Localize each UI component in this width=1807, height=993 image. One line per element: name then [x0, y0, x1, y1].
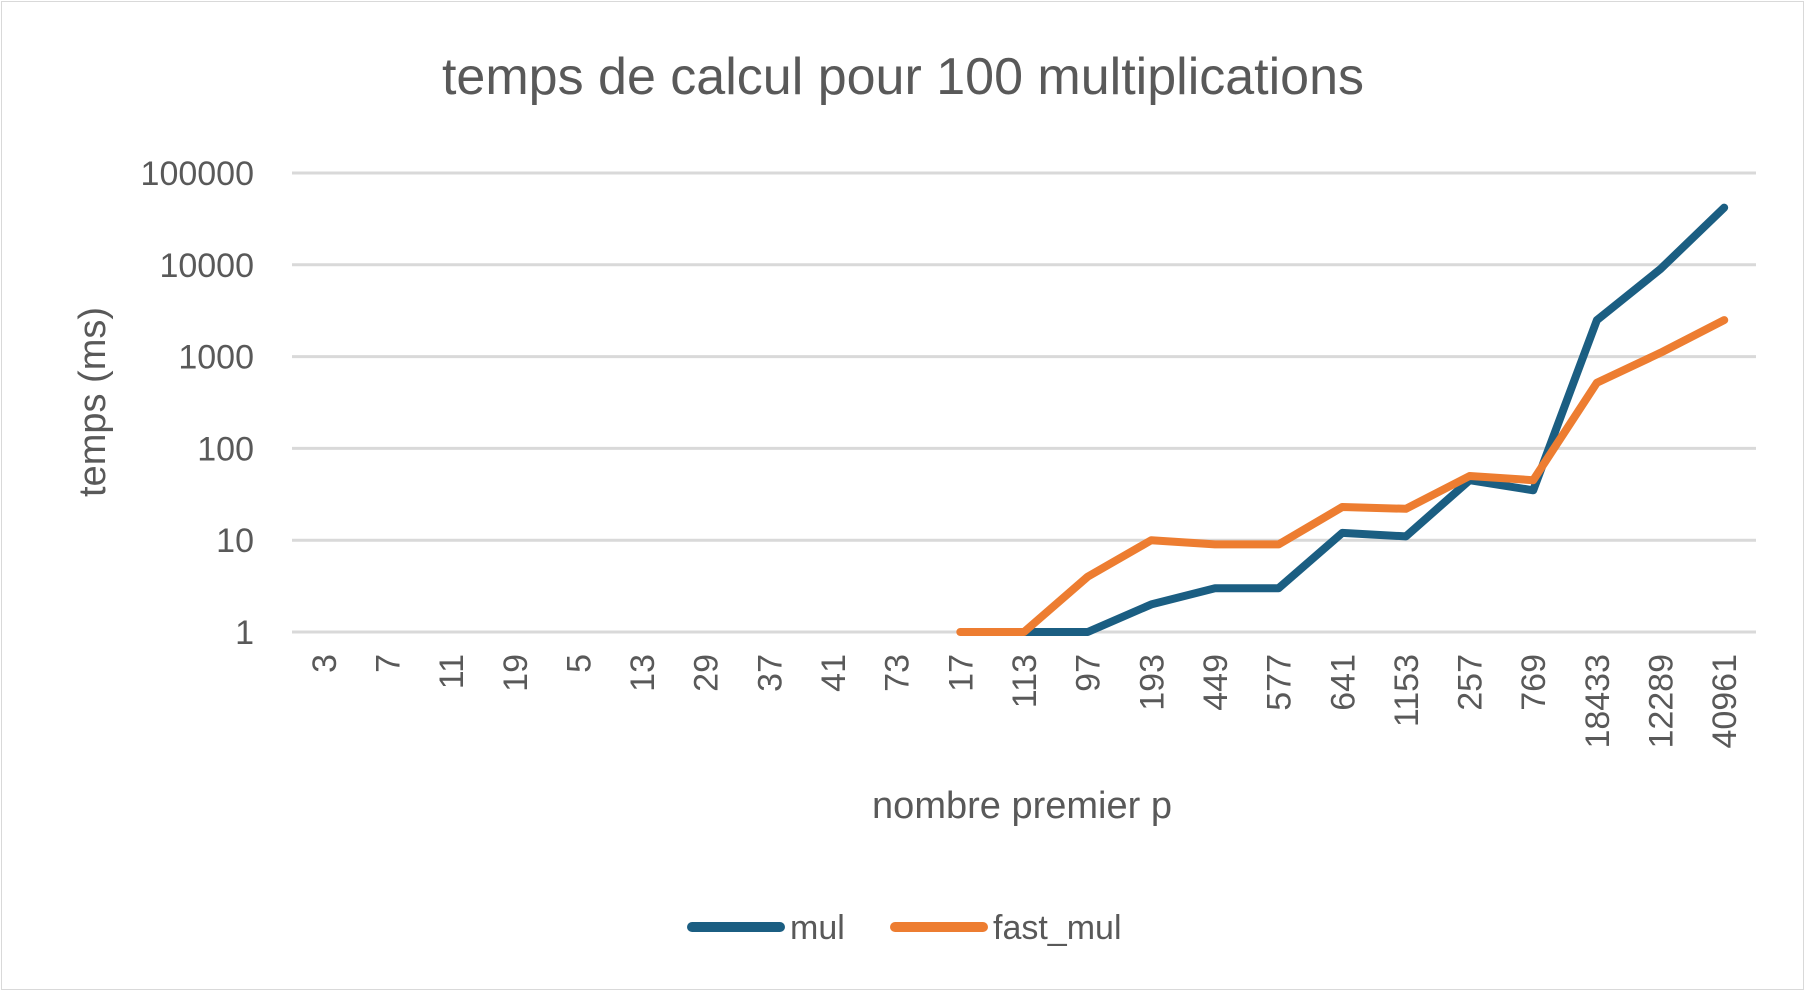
x-tick-label: 3 [306, 654, 344, 673]
x-tick-label: 73 [879, 654, 917, 692]
x-tick-label: 7 [369, 654, 407, 673]
y-tick-label: 10000 [159, 247, 254, 285]
x-tick-label: 641 [1324, 654, 1362, 711]
x-tick-label: 37 [751, 654, 789, 692]
x-tick-label: 11 [433, 654, 471, 689]
series-line-fast_mul [956, 316, 1729, 636]
y-tick-label: 1000 [178, 339, 254, 377]
x-tick-label: 12289 [1643, 654, 1681, 749]
x-axis-ticks: 3 7 11 19 5 13 29 37 41 73 17 113 97 193 449 577 641 1153… [306, 654, 1744, 749]
x-tick-label: 18433 [1579, 654, 1617, 749]
legend-label-fast_mul: fast_mul [993, 909, 1122, 947]
gridlines [292, 171, 1756, 634]
x-tick-label: 97 [1070, 654, 1108, 692]
x-tick-label: 5 [560, 654, 598, 673]
x-tick-label: 1153 [1388, 654, 1426, 727]
x-tick-label: 17 [942, 654, 980, 692]
y-tick-label: 10 [216, 522, 254, 560]
y-tick-label: 1 [235, 614, 254, 652]
series-lines [956, 203, 1729, 636]
y-axis-title: temps (ms) [72, 307, 114, 497]
x-tick-label: 13 [624, 654, 662, 692]
legend-label-mul: mul [790, 909, 845, 947]
x-tick-label: 257 [1452, 654, 1490, 711]
x-tick-label: 193 [1133, 654, 1171, 711]
series-line-mul [1020, 203, 1729, 636]
y-tick-label: 100 [197, 430, 254, 468]
x-tick-label: 29 [688, 654, 726, 692]
y-tick-label: 100000 [141, 155, 254, 193]
x-tick-label: 113 [1006, 654, 1044, 708]
x-tick-label: 449 [1197, 654, 1235, 711]
x-tick-label: 769 [1515, 654, 1553, 711]
x-tick-label: 19 [497, 654, 535, 692]
legend: mul fast_mul [687, 909, 1122, 947]
x-tick-label: 41 [815, 654, 853, 692]
x-tick-label: 40961 [1706, 654, 1744, 749]
chart-title: temps de calcul pour 100 multiplications [442, 48, 1364, 106]
y-axis-ticks: 1 10 100 1000 10000 100000 [141, 155, 254, 652]
x-tick-label: 577 [1261, 654, 1299, 711]
x-axis-title: nombre premier p [872, 785, 1172, 827]
